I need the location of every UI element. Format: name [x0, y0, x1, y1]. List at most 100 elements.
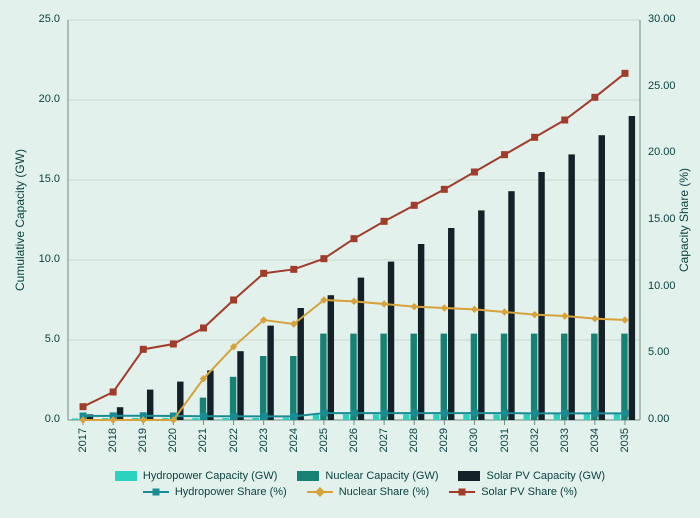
marker-hydro_share	[231, 413, 237, 419]
bar-hydro_cap	[373, 414, 379, 420]
marker-solar_share	[140, 346, 146, 352]
bar-hydro_cap	[343, 414, 349, 420]
bar-hydro_cap	[523, 414, 529, 420]
y-left-tick-label: 0.0	[45, 413, 60, 425]
marker-solar_share	[170, 341, 176, 347]
y-right-title: Capacity Share (%)	[677, 168, 691, 272]
bar-solar_cap	[328, 295, 334, 420]
bar-solar_cap	[508, 191, 514, 420]
bar-solar_cap	[298, 308, 304, 420]
y-left-tick-label: 25.0	[39, 13, 60, 25]
bar-nuclear_cap	[471, 334, 477, 420]
legend-item-hydro_cap: Hydropower Capacity (GW)	[115, 470, 277, 482]
x-tick-label: 2033	[559, 428, 571, 452]
capacity-chart: 0.05.010.015.020.025.00.005.0010.0015.00…	[0, 0, 700, 518]
y-right-tick-label: 25.00	[648, 80, 676, 92]
bar-solar_cap	[237, 351, 243, 420]
legend-swatch	[458, 471, 480, 481]
x-tick-label: 2018	[107, 428, 119, 452]
marker-hydro_share	[200, 413, 206, 419]
bar-nuclear_cap	[350, 334, 356, 420]
marker-nuclear_share	[351, 298, 357, 304]
x-tick-label: 2026	[348, 428, 360, 452]
bar-hydro_cap	[222, 418, 228, 420]
marker-solar_share	[592, 94, 598, 100]
marker-hydro_share	[622, 410, 628, 416]
x-tick-label: 2017	[77, 428, 89, 452]
y-right-tick-label: 0.00	[648, 413, 669, 425]
marker-hydro_share	[532, 410, 538, 416]
marker-hydro_share	[592, 410, 598, 416]
bar-nuclear_cap	[531, 334, 537, 420]
y-left-tick-label: 20.0	[39, 93, 60, 105]
marker-nuclear_share	[441, 305, 447, 311]
marker-hydro_share	[261, 413, 267, 419]
x-tick-label: 2028	[408, 428, 420, 452]
marker-solar_share	[532, 134, 538, 140]
bar-hydro_cap	[72, 418, 78, 420]
x-tick-label: 2025	[318, 428, 330, 452]
legend-row: Hydropower Capacity (GW) Nuclear Capacity…	[100, 470, 620, 482]
marker-hydro_share	[562, 410, 568, 416]
marker-solar_share	[411, 202, 417, 208]
legend: Hydropower Capacity (GW) Nuclear Capacity…	[100, 470, 620, 498]
legend-item-solar_share: Solar PV Share (%)	[449, 486, 577, 498]
bar-nuclear_cap	[591, 334, 597, 420]
marker-hydro_share	[502, 410, 508, 416]
bar-hydro_cap	[584, 414, 590, 420]
marker-solar_share	[231, 297, 237, 303]
x-tick-label: 2032	[529, 428, 541, 452]
legend-swatch	[143, 486, 169, 498]
marker-nuclear_share	[471, 306, 477, 312]
legend-label: Nuclear Share (%)	[339, 486, 429, 498]
bar-nuclear_cap	[621, 334, 627, 420]
bar-nuclear_cap	[441, 334, 447, 420]
bar-nuclear_cap	[380, 334, 386, 420]
bar-nuclear_cap	[260, 356, 266, 420]
bar-hydro_cap	[463, 414, 469, 420]
marker-hydro_share	[411, 410, 417, 416]
y-right-tick-label: 5.00	[648, 346, 669, 358]
legend-swatch	[449, 486, 475, 498]
x-tick-label: 2019	[137, 428, 149, 452]
bar-nuclear_cap	[320, 334, 326, 420]
y-right-tick-label: 30.00	[648, 13, 676, 25]
y-right-tick-label: 20.00	[648, 146, 676, 158]
bar-solar_cap	[538, 172, 544, 420]
x-tick-label: 2031	[499, 428, 511, 452]
y-right-tick-label: 15.00	[648, 213, 676, 225]
bar-nuclear_cap	[501, 334, 507, 420]
x-tick-label: 2027	[378, 428, 390, 452]
legend-label: Hydropower Share (%)	[175, 486, 287, 498]
marker-solar_share	[321, 256, 327, 262]
bar-solar_cap	[388, 262, 394, 420]
y-left-tick-label: 10.0	[39, 253, 60, 265]
y-left-tick-label: 15.0	[39, 173, 60, 185]
marker-solar_share	[200, 325, 206, 331]
marker-solar_share	[261, 270, 267, 276]
marker-solar_share	[80, 404, 86, 410]
legend-label: Hydropower Capacity (GW)	[143, 470, 277, 482]
x-tick-label: 2030	[468, 428, 480, 452]
marker-nuclear_share	[592, 316, 598, 322]
x-tick-label: 2022	[228, 428, 240, 452]
legend-label: Solar PV Share (%)	[481, 486, 577, 498]
bar-solar_cap	[629, 116, 635, 420]
marker-nuclear_share	[562, 313, 568, 319]
legend-item-hydro_share: Hydropower Share (%)	[143, 486, 287, 498]
x-tick-label: 2023	[258, 428, 270, 452]
bar-solar_cap	[478, 210, 484, 420]
bar-solar_cap	[207, 370, 213, 420]
bar-hydro_cap	[403, 414, 409, 420]
marker-hydro_share	[351, 410, 357, 416]
bar-solar_cap	[358, 278, 364, 420]
marker-solar_share	[441, 186, 447, 192]
bar-solar_cap	[599, 135, 605, 420]
legend-item-nuclear_cap: Nuclear Capacity (GW)	[297, 470, 438, 482]
bar-hydro_cap	[192, 418, 198, 420]
marker-hydro_share	[471, 410, 477, 416]
x-tick-label: 2035	[619, 428, 631, 452]
x-tick-label: 2034	[589, 428, 601, 452]
x-tick-label: 2021	[197, 428, 209, 452]
bar-hydro_cap	[253, 418, 259, 420]
